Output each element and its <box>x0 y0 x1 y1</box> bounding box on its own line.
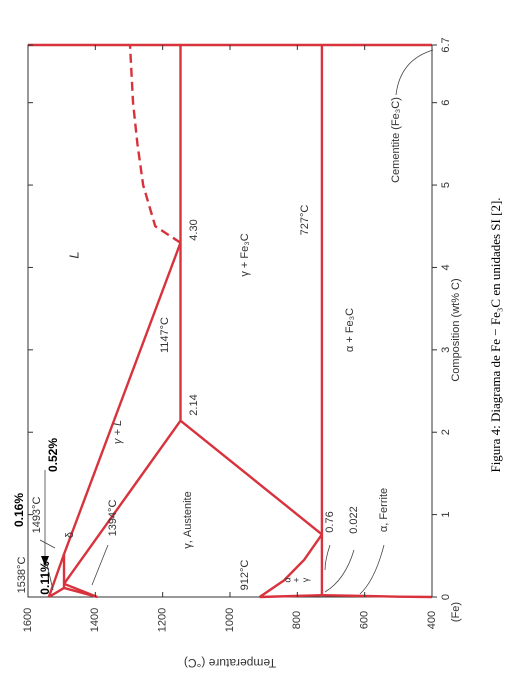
phase-boundary <box>48 586 65 599</box>
y-tick-label: 600 <box>359 611 371 629</box>
phase-boundary <box>258 533 323 598</box>
annotation: 1147°C <box>159 317 171 353</box>
y-tick-label: 1400 <box>89 608 101 632</box>
plot-frame <box>27 44 433 598</box>
annotation: γ + Fe₃C <box>239 233 251 276</box>
annotation: 0.52% <box>46 438 60 472</box>
annotation: 1394°C <box>107 500 119 537</box>
annotation: α + Fe₃C <box>344 308 356 352</box>
leader-arrow <box>395 49 434 96</box>
x-axis-label: Composition (wt% C) <box>450 278 462 381</box>
annotation: α, Ferrite <box>378 488 390 532</box>
leader-line <box>324 544 331 571</box>
annotation: 727°C <box>299 205 311 236</box>
x-tick-label: 4 <box>440 264 452 270</box>
annotation: 0.022 <box>348 506 360 534</box>
arrowhead <box>41 556 49 566</box>
x-tick-label: 3 <box>440 347 452 353</box>
y-tick-label: 800 <box>291 611 303 629</box>
leader-line <box>91 544 109 586</box>
annotation: γ + L <box>112 420 124 444</box>
y-tick-label: 400 <box>426 611 438 629</box>
annotation: α <box>282 577 292 582</box>
y-tick-label: 1200 <box>157 608 169 632</box>
phase-boundary <box>321 593 433 599</box>
annotation: Cementite (Fe₃C) <box>390 97 402 183</box>
annotation: 0.11% <box>38 561 52 595</box>
phase-boundary <box>63 582 98 599</box>
annotation: + <box>291 577 301 582</box>
leader-arrow <box>45 559 54 591</box>
phase-boundary <box>63 419 182 585</box>
annotation: L <box>66 251 81 258</box>
annotation: 4.30 <box>188 219 200 240</box>
phase-boundary <box>179 419 323 536</box>
x-tick-label: 2 <box>440 429 452 435</box>
x-tick-label: 5 <box>440 182 452 188</box>
x-tick-label: 6 <box>440 100 452 106</box>
annotation: 912°C <box>239 560 251 591</box>
x-tick-label: 6.7 <box>440 37 452 52</box>
x-origin-label: (Fe) <box>450 602 462 622</box>
y-tick-label: 1600 <box>22 608 34 632</box>
phase-boundary <box>128 44 182 244</box>
annotation: δ <box>64 532 76 538</box>
annotation: 0.76 <box>324 511 336 532</box>
annotation: γ, Austenite <box>182 491 194 548</box>
y-axis-label: Temperature (°C) <box>184 656 276 670</box>
annotation: 2.14 <box>188 394 200 415</box>
x-tick-label: 0 <box>440 594 452 600</box>
annotation: 1538°C <box>16 557 28 594</box>
annotation: γ <box>300 577 310 582</box>
caption: Figura 4: Diagrama de Fe − Fe₃C en unida… <box>488 197 503 472</box>
leader-line <box>39 539 56 549</box>
annotation: 0.16% <box>12 493 26 527</box>
leader-line <box>359 544 385 595</box>
diagram <box>28 43 433 599</box>
x-tick-label: 1 <box>440 512 452 518</box>
annotation: 1493°C <box>31 497 43 534</box>
phase-boundary <box>259 593 322 599</box>
y-tick-label: 1000 <box>224 608 236 632</box>
phase-boundary <box>47 242 182 598</box>
leader-line <box>324 549 355 593</box>
